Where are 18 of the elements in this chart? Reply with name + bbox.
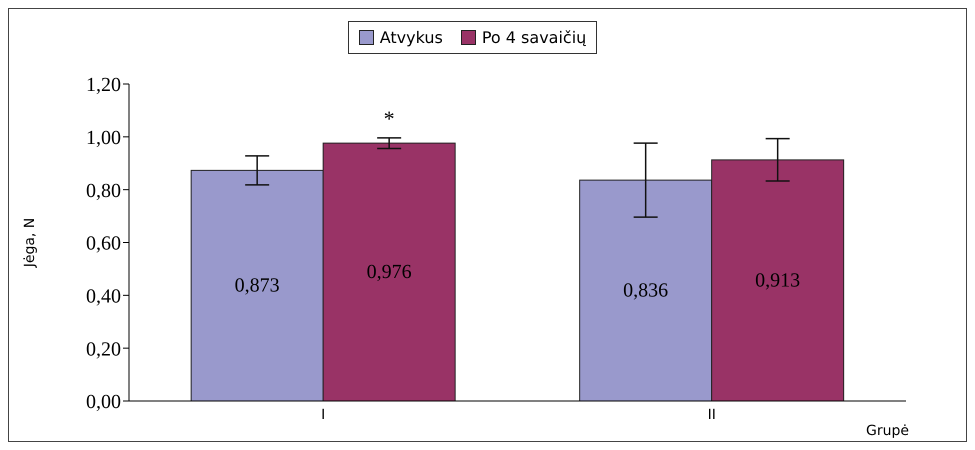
legend-label: Atvykus: [378, 28, 443, 47]
y-tick-label: 0,60: [86, 232, 121, 255]
y-tick-label: 1,00: [86, 126, 121, 149]
data-label: 0,976: [366, 261, 412, 284]
data-label: 0,873: [234, 274, 280, 297]
x-axis-title: Grupė: [866, 422, 909, 439]
annotation: *: [384, 106, 395, 131]
data-label: 0,913: [755, 269, 800, 292]
y-axis-title: Jėga, N: [22, 218, 38, 268]
x-tick-label: I: [321, 406, 326, 423]
data-label: 0,836: [623, 280, 668, 302]
x-tick-label: II: [708, 406, 716, 423]
y-tick-label: 0,40: [86, 285, 121, 308]
y-tick-label: 0,80: [86, 180, 121, 202]
legend-label: Po 4 savaičių: [480, 28, 586, 47]
y-tick-label: 1,20: [86, 74, 121, 96]
y-tick-label: 0,00: [86, 391, 121, 414]
y-tick-label: 0,20: [86, 338, 121, 360]
